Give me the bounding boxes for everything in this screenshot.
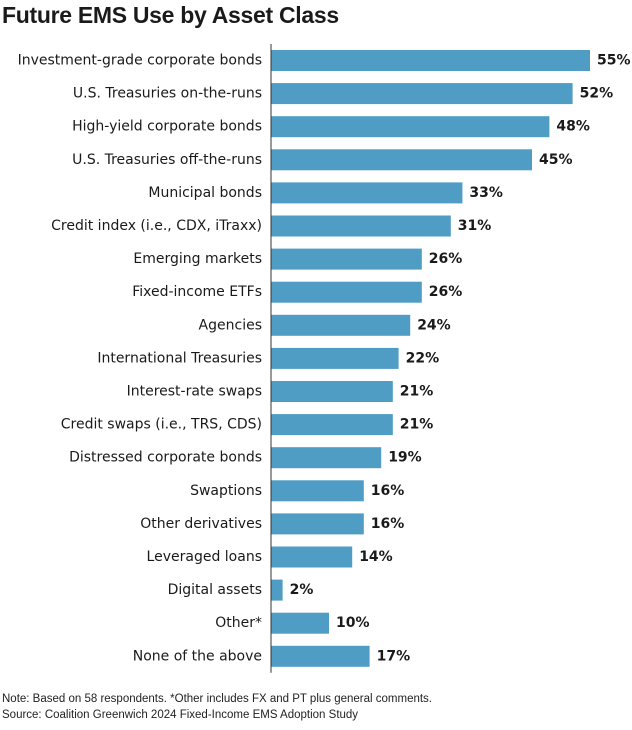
bar-u-s-treasuries-off-the-runs bbox=[271, 149, 532, 171]
value-label-municipal-bonds: 33% bbox=[469, 185, 503, 201]
bar-swaptions bbox=[271, 480, 364, 502]
value-label-u-s-treasuries-off-the-runs: 45% bbox=[539, 152, 573, 168]
category-label-credit-index-i-e-cdx-itraxx: Credit index (i.e., CDX, iTraxx) bbox=[51, 218, 262, 234]
value-label-international-treasuries: 22% bbox=[406, 350, 440, 366]
bar-other bbox=[271, 612, 329, 634]
value-label-leveraged-loans: 14% bbox=[359, 549, 393, 565]
bar-leveraged-loans bbox=[271, 546, 353, 568]
category-label-other: Other* bbox=[215, 615, 262, 631]
bar-distressed-corporate-bonds bbox=[271, 447, 382, 469]
chart-note: Note: Based on 58 respondents. *Other in… bbox=[2, 693, 433, 705]
category-label-credit-swaps-i-e-trs-cds: Credit swaps (i.e., TRS, CDS) bbox=[61, 417, 262, 433]
bar-credit-swaps-i-e-trs-cds bbox=[271, 414, 393, 436]
bar-other-derivatives bbox=[271, 513, 364, 535]
category-label-emerging-markets: Emerging markets bbox=[133, 251, 262, 267]
value-label-u-s-treasuries-on-the-runs: 52% bbox=[580, 86, 614, 102]
value-label-investment-grade-corporate-bonds: 55% bbox=[597, 53, 631, 69]
value-label-none-of-the-above: 17% bbox=[377, 648, 411, 664]
chart-source: Source: Coalition Greenwich 2024 Fixed-I… bbox=[2, 709, 359, 721]
bar-international-treasuries bbox=[271, 347, 399, 369]
bar-investment-grade-corporate-bonds bbox=[271, 50, 590, 71]
bar-high-yield-corporate-bonds bbox=[271, 116, 550, 138]
category-label-interest-rate-swaps: Interest-rate swaps bbox=[127, 384, 262, 400]
category-label-none-of-the-above: None of the above bbox=[133, 648, 262, 664]
value-label-other: 10% bbox=[336, 615, 370, 631]
bar-chart: Investment-grade corporate bonds 55% U.S. … bbox=[18, 44, 631, 673]
category-label-leveraged-loans: Leveraged loans bbox=[147, 549, 262, 565]
category-label-investment-grade-corporate-bonds: Investment-grade corporate bonds bbox=[18, 53, 262, 69]
value-label-agencies: 24% bbox=[417, 317, 451, 333]
category-label-agencies: Agencies bbox=[199, 317, 262, 333]
category-label-high-yield-corporate-bonds: High-yield corporate bonds bbox=[72, 119, 262, 135]
value-label-credit-swaps-i-e-trs-cds: 21% bbox=[400, 417, 434, 433]
value-label-emerging-markets: 26% bbox=[429, 251, 463, 267]
value-label-interest-rate-swaps: 21% bbox=[400, 384, 434, 400]
bar-none-of-the-above bbox=[271, 645, 370, 667]
category-label-other-derivatives: Other derivatives bbox=[140, 516, 262, 532]
category-label-municipal-bonds: Municipal bonds bbox=[148, 185, 262, 201]
value-label-digital-assets: 2% bbox=[290, 582, 314, 598]
bar-emerging-markets bbox=[271, 248, 422, 270]
bar-u-s-treasuries-on-the-runs bbox=[271, 83, 573, 105]
bar-digital-assets bbox=[271, 579, 283, 601]
bar-fixed-income-etfs bbox=[271, 281, 422, 303]
category-label-swaptions: Swaptions bbox=[190, 483, 262, 499]
category-label-distressed-corporate-bonds: Distressed corporate bonds bbox=[69, 450, 262, 466]
category-label-digital-assets: Digital assets bbox=[168, 582, 262, 598]
category-label-fixed-income-etfs: Fixed-income ETFs bbox=[132, 284, 262, 300]
value-label-fixed-income-etfs: 26% bbox=[429, 284, 463, 300]
value-label-distressed-corporate-bonds: 19% bbox=[388, 450, 422, 466]
chart-title: Future EMS Use by Asset Class bbox=[2, 2, 339, 28]
value-label-credit-index-i-e-cdx-itraxx: 31% bbox=[458, 218, 492, 234]
bar-municipal-bonds bbox=[271, 182, 463, 204]
bar-agencies bbox=[271, 314, 411, 336]
value-label-swaptions: 16% bbox=[371, 483, 405, 499]
bar-credit-index-i-e-cdx-itraxx bbox=[271, 215, 451, 237]
value-label-high-yield-corporate-bonds: 48% bbox=[556, 119, 590, 135]
category-label-international-treasuries: International Treasuries bbox=[97, 350, 262, 366]
bar-interest-rate-swaps bbox=[271, 381, 393, 402]
value-label-other-derivatives: 16% bbox=[371, 516, 405, 532]
category-label-u-s-treasuries-off-the-runs: U.S. Treasuries off-the-runs bbox=[72, 152, 262, 168]
category-label-u-s-treasuries-on-the-runs: U.S. Treasuries on-the-runs bbox=[73, 86, 262, 102]
